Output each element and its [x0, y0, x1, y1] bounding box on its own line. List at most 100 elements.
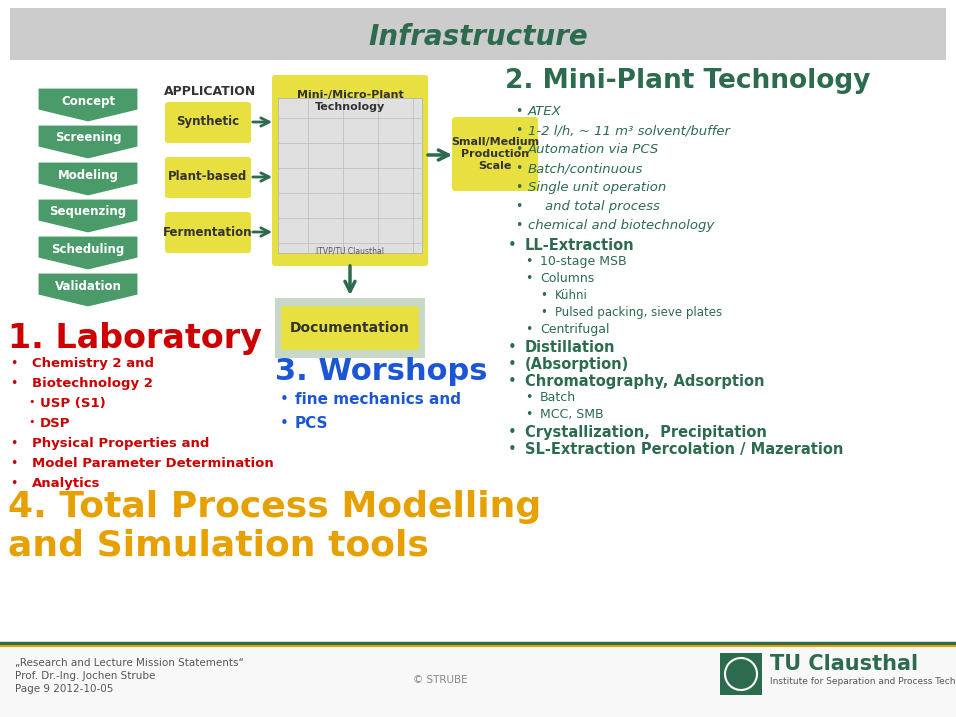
Text: Modeling: Modeling — [57, 168, 119, 181]
Text: Batch/continuous: Batch/continuous — [528, 162, 643, 175]
Polygon shape — [38, 236, 138, 270]
Bar — [275, 298, 425, 358]
Text: (Absorption): (Absorption) — [525, 357, 629, 372]
FancyBboxPatch shape — [165, 212, 251, 253]
Text: ITVP/TU Clausthal: ITVP/TU Clausthal — [316, 246, 384, 255]
Text: Scheduling: Scheduling — [52, 242, 124, 255]
Text: Screening: Screening — [54, 131, 121, 145]
Text: Pulsed packing, sieve plates: Pulsed packing, sieve plates — [555, 306, 722, 319]
Text: Model Parameter Determination: Model Parameter Determination — [32, 457, 273, 470]
Text: Mini-/Micro-Plant
Technology: Mini-/Micro-Plant Technology — [296, 90, 403, 112]
Text: •: • — [28, 417, 34, 427]
Text: Institute for Separation and Process Technology: Institute for Separation and Process Tec… — [770, 677, 956, 685]
Text: Automation via PCS: Automation via PCS — [528, 143, 660, 156]
Polygon shape — [38, 88, 138, 122]
Text: •: • — [525, 408, 532, 421]
Text: •: • — [525, 391, 532, 404]
FancyBboxPatch shape — [452, 117, 538, 191]
Text: Documentation: Documentation — [290, 321, 410, 335]
Text: TU Clausthal: TU Clausthal — [770, 654, 918, 674]
Text: DSP: DSP — [40, 417, 71, 430]
Text: 3. Worshops: 3. Worshops — [275, 357, 488, 386]
Text: USP (S1): USP (S1) — [40, 397, 106, 410]
Text: Crystallization,  Precipitation: Crystallization, Precipitation — [525, 425, 767, 440]
Text: Sequenzing: Sequenzing — [50, 206, 126, 219]
Text: Infrastructure: Infrastructure — [368, 23, 588, 51]
Text: Chromatography, Adsorption: Chromatography, Adsorption — [525, 374, 765, 389]
Text: Batch: Batch — [540, 391, 576, 404]
Text: fine mechanics and: fine mechanics and — [295, 392, 461, 407]
Text: chemical and biotechnology: chemical and biotechnology — [528, 219, 714, 232]
Text: •: • — [280, 392, 289, 407]
Polygon shape — [38, 199, 138, 233]
Text: •: • — [280, 416, 289, 431]
Text: Validation: Validation — [54, 280, 121, 293]
Text: 10-stage MSB: 10-stage MSB — [540, 255, 626, 268]
Text: Physical Properties and: Physical Properties and — [32, 437, 209, 450]
Text: •: • — [525, 272, 532, 285]
Polygon shape — [38, 162, 138, 196]
FancyBboxPatch shape — [272, 75, 428, 266]
Text: •: • — [10, 377, 17, 390]
Text: •: • — [508, 425, 517, 440]
Text: and total process: and total process — [528, 200, 660, 213]
Text: •: • — [508, 357, 517, 372]
Text: •: • — [508, 374, 517, 389]
Text: •: • — [515, 105, 522, 118]
Text: •: • — [515, 181, 522, 194]
Text: •: • — [515, 200, 522, 213]
Text: Kühni: Kühni — [555, 289, 588, 302]
Text: SL-Extraction Percolation / Mazeration: SL-Extraction Percolation / Mazeration — [525, 442, 843, 457]
Text: Analytics: Analytics — [32, 477, 100, 490]
Text: Concept: Concept — [61, 95, 115, 108]
Text: Small/Medium
Production
Scale: Small/Medium Production Scale — [451, 138, 539, 171]
Text: PCS: PCS — [295, 416, 329, 431]
Text: 1-2 l/h, ~ 11 m³ solvent/buffer: 1-2 l/h, ~ 11 m³ solvent/buffer — [528, 124, 730, 137]
Text: Synthetic: Synthetic — [177, 115, 240, 128]
Text: •: • — [10, 457, 17, 470]
Text: 1. Laboratory: 1. Laboratory — [8, 322, 262, 355]
Text: 2. Mini-Plant Technology: 2. Mini-Plant Technology — [505, 68, 871, 94]
Text: LL-Extraction: LL-Extraction — [525, 238, 635, 253]
Text: Chemistry 2 and: Chemistry 2 and — [32, 357, 154, 370]
Text: •: • — [10, 357, 17, 370]
Bar — [720, 653, 762, 695]
Bar — [0, 646, 956, 717]
Text: ATEX: ATEX — [528, 105, 562, 118]
Text: •: • — [508, 238, 517, 253]
Bar — [278, 98, 422, 253]
Text: •: • — [515, 162, 522, 175]
Bar — [10, 8, 946, 60]
Text: MCC, SMB: MCC, SMB — [540, 408, 603, 421]
Text: Fermentation: Fermentation — [163, 226, 252, 239]
Text: © STRUBE: © STRUBE — [413, 675, 467, 685]
Polygon shape — [38, 273, 138, 307]
Text: Columns: Columns — [540, 272, 595, 285]
Text: •: • — [540, 289, 547, 302]
Text: •: • — [515, 143, 522, 156]
Text: •: • — [10, 437, 17, 450]
FancyBboxPatch shape — [281, 306, 419, 350]
Text: Biotechnology 2: Biotechnology 2 — [32, 377, 153, 390]
Text: •: • — [515, 219, 522, 232]
Text: •: • — [28, 397, 34, 407]
Text: •: • — [508, 340, 517, 355]
Text: •: • — [508, 442, 517, 457]
Text: APPLICATION: APPLICATION — [163, 85, 256, 98]
Text: Distillation: Distillation — [525, 340, 616, 355]
Text: Prof. Dr.-Ing. Jochen Strube: Prof. Dr.-Ing. Jochen Strube — [15, 671, 156, 681]
Text: •: • — [525, 255, 532, 268]
Polygon shape — [38, 125, 138, 159]
Text: Plant-based: Plant-based — [168, 171, 248, 184]
Text: „Research and Lecture Mission Statements“: „Research and Lecture Mission Statements… — [15, 658, 244, 668]
FancyBboxPatch shape — [165, 102, 251, 143]
Text: Single unit operation: Single unit operation — [528, 181, 666, 194]
Text: 4. Total Process Modelling
and Simulation tools: 4. Total Process Modelling and Simulatio… — [8, 490, 541, 562]
FancyBboxPatch shape — [165, 157, 251, 198]
Text: Page 9 2012-10-05: Page 9 2012-10-05 — [15, 684, 114, 694]
Text: •: • — [540, 306, 547, 319]
Text: •: • — [10, 477, 17, 490]
Text: Centrifugal: Centrifugal — [540, 323, 610, 336]
Text: •: • — [525, 323, 532, 336]
Text: •: • — [515, 124, 522, 137]
